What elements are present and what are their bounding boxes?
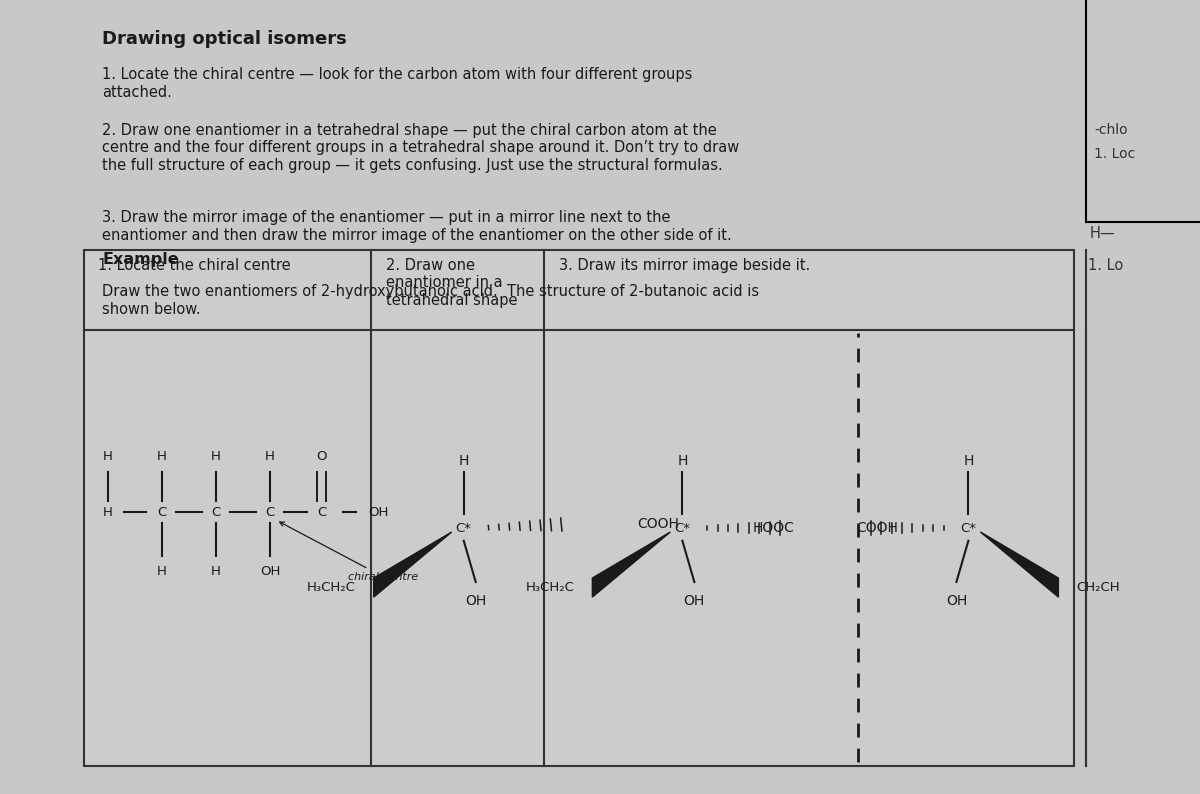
Polygon shape xyxy=(980,532,1058,597)
Text: 1. Loc: 1. Loc xyxy=(1094,147,1135,161)
Text: CH₂CH: CH₂CH xyxy=(1076,581,1120,594)
Text: H: H xyxy=(677,453,688,468)
Text: OH: OH xyxy=(946,594,967,608)
Text: H: H xyxy=(157,565,167,578)
Text: 1. Locate the chiral centre: 1. Locate the chiral centre xyxy=(98,258,292,273)
Text: COOH: COOH xyxy=(637,517,679,531)
Text: HOOC: HOOC xyxy=(752,521,794,535)
Text: 2. Draw one enantiomer in a tetrahedral shape — put the chiral carbon atom at th: 2. Draw one enantiomer in a tetrahedral … xyxy=(102,123,739,173)
Text: C*: C* xyxy=(960,522,977,534)
Text: -chlo: -chlo xyxy=(1094,123,1128,137)
Text: 1. Lo: 1. Lo xyxy=(1088,258,1123,273)
Bar xyxy=(84,250,1074,766)
Text: Draw the two enantiomers of 2-hydroxybutanoic acid.  The structure of 2-butanoic: Draw the two enantiomers of 2-hydroxybut… xyxy=(102,284,760,317)
Text: C*: C* xyxy=(456,522,472,534)
Text: H: H xyxy=(103,450,113,463)
Text: OH: OH xyxy=(466,594,486,608)
Text: OH: OH xyxy=(684,594,704,608)
Text: C: C xyxy=(211,506,221,518)
Text: O: O xyxy=(317,450,326,463)
Text: H: H xyxy=(265,450,275,463)
Polygon shape xyxy=(593,532,671,597)
Text: 2. Draw one
enantiomer in a
tetrahedral shape: 2. Draw one enantiomer in a tetrahedral … xyxy=(385,258,517,308)
Text: OH: OH xyxy=(368,506,388,518)
Text: H: H xyxy=(157,450,167,463)
Text: H: H xyxy=(211,565,221,578)
Text: H: H xyxy=(964,453,973,468)
Text: C: C xyxy=(317,506,326,518)
Text: C*: C* xyxy=(674,522,690,534)
Text: 1. Locate the chiral centre — look for the carbon atom with four different group: 1. Locate the chiral centre — look for t… xyxy=(102,67,692,100)
Text: H₃CH₂C: H₃CH₂C xyxy=(526,581,575,594)
Text: Drawing optical isomers: Drawing optical isomers xyxy=(102,30,347,48)
Text: 3. Draw the mirror image of the enantiomer — put in a mirror line next to the
en: 3. Draw the mirror image of the enantiom… xyxy=(102,210,732,243)
Text: OH: OH xyxy=(260,565,280,578)
Text: COOH: COOH xyxy=(857,521,899,535)
Text: H: H xyxy=(103,506,113,518)
Text: Example: Example xyxy=(102,252,179,268)
Polygon shape xyxy=(373,532,451,597)
Text: H: H xyxy=(458,453,469,468)
Text: H—: H— xyxy=(1090,226,1115,241)
Text: 3. Draw its mirror image beside it.: 3. Draw its mirror image beside it. xyxy=(559,258,810,273)
Text: H₃CH₂C: H₃CH₂C xyxy=(307,581,355,594)
Text: C: C xyxy=(265,506,275,518)
Text: chiral centre: chiral centre xyxy=(280,522,419,582)
Text: C: C xyxy=(157,506,167,518)
Text: H: H xyxy=(211,450,221,463)
